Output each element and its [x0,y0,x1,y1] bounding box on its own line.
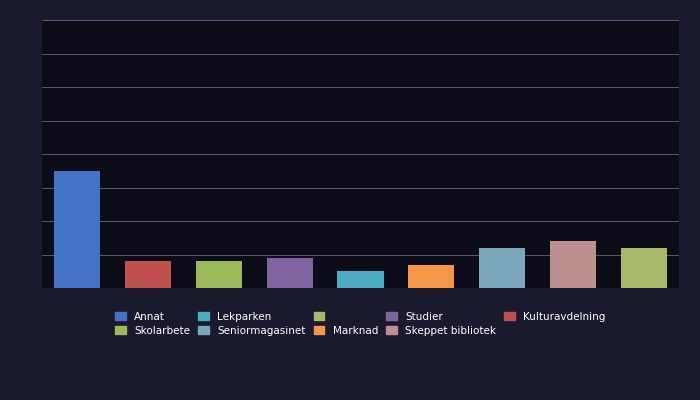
Bar [550,241,596,288]
Bar [196,261,242,288]
Bar [267,258,313,288]
Bar [337,271,384,288]
Bar [55,171,100,288]
Legend: Annat, Skolarbete, Lekparken, Seniormagasinet, , Marknad, Studier, Skeppet bibli: Annat, Skolarbete, Lekparken, Seniormaga… [110,307,611,341]
Bar [408,264,454,288]
Bar [621,248,666,288]
Bar [479,248,525,288]
Bar [125,261,172,288]
